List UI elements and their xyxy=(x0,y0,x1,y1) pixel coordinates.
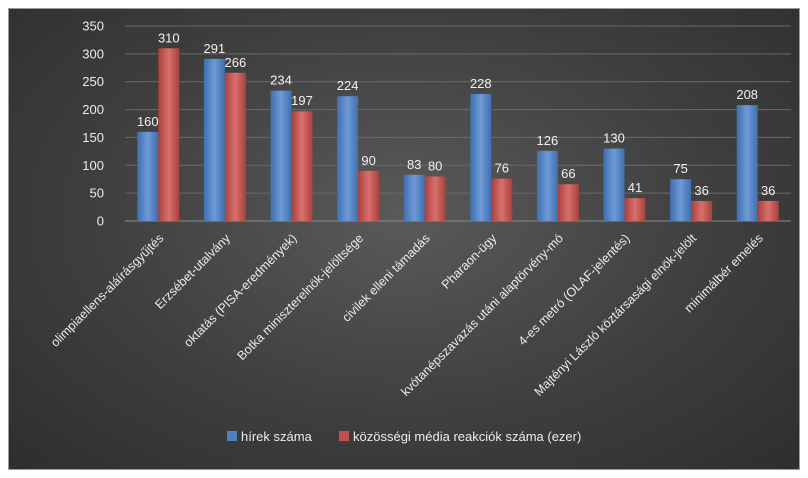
bar-news-count xyxy=(337,96,359,221)
chart-frame: 0 50 100 150 200 250 300 350 160 310 291 266 234 197… xyxy=(8,8,800,470)
bar-news-count xyxy=(536,150,558,221)
data-label: 90 xyxy=(361,153,375,168)
bar-news-count xyxy=(203,58,225,221)
category-label: oktatás (PISA-eredmények) xyxy=(181,231,299,349)
category-label: 4-es metró (OLAF-jelentés) xyxy=(516,231,633,348)
legend-label: közösségi média reakciók száma (ezer) xyxy=(353,429,581,444)
y-axis-tick-labels: 0 50 100 150 200 250 300 350 xyxy=(82,19,104,229)
data-label: 160 xyxy=(137,114,159,129)
y-tick-label: 0 xyxy=(97,214,104,229)
bar-news-count xyxy=(470,93,492,221)
data-label: 234 xyxy=(270,73,292,88)
data-label: 310 xyxy=(158,30,180,45)
data-label: 75 xyxy=(673,161,687,176)
bar-social-reactions xyxy=(358,170,380,221)
y-tick-label: 100 xyxy=(82,158,104,173)
data-label: 36 xyxy=(761,183,775,198)
bar-news-count xyxy=(736,105,758,221)
bar-social-reactions xyxy=(757,200,779,221)
bar-social-reactions xyxy=(424,176,446,221)
y-tick-label: 300 xyxy=(82,46,104,61)
data-label: 224 xyxy=(337,78,359,93)
category-label: olimpiaellens-aláírásgyűjtés xyxy=(48,231,166,349)
bar-social-reactions xyxy=(624,198,646,221)
data-label: 266 xyxy=(225,55,247,70)
data-label: 130 xyxy=(603,131,625,146)
data-label: 36 xyxy=(694,183,708,198)
y-tick-label: 200 xyxy=(82,102,104,117)
data-label: 80 xyxy=(428,158,442,173)
bar-news-count xyxy=(603,148,625,221)
bar-social-reactions xyxy=(491,178,513,221)
data-label: 197 xyxy=(291,93,313,108)
legend-label: hírek száma xyxy=(241,429,313,444)
data-label: 126 xyxy=(537,133,559,148)
bar-social-reactions xyxy=(691,200,713,221)
data-label: 291 xyxy=(204,41,226,56)
data-label: 208 xyxy=(736,87,758,102)
category-label: Botka miniszterelnök-jelöltsége xyxy=(234,231,366,363)
legend-swatch-social xyxy=(339,431,349,441)
y-tick-label: 150 xyxy=(82,130,104,145)
bars xyxy=(137,48,779,222)
bar-news-count xyxy=(670,179,692,221)
bar-news-count xyxy=(270,90,292,221)
bar-news-count xyxy=(137,131,159,221)
data-label: 41 xyxy=(628,180,642,195)
data-label: 83 xyxy=(407,157,421,172)
y-tick-label: 50 xyxy=(90,186,104,201)
data-label: 76 xyxy=(495,161,509,176)
legend: hírek száma közösségi média reakciók szám… xyxy=(227,429,581,444)
data-label: 228 xyxy=(470,76,492,91)
category-labels: olimpiaellens-aláírásgyűjtésErzsébet-uta… xyxy=(48,231,766,399)
legend-swatch-news xyxy=(227,431,237,441)
y-tick-label: 250 xyxy=(82,74,104,89)
bar-news-count xyxy=(403,174,425,221)
bar-social-reactions xyxy=(224,72,246,221)
bar-social-reactions xyxy=(557,184,579,221)
data-label: 66 xyxy=(561,166,575,181)
category-label: Pharaon-ügy xyxy=(439,231,500,292)
bar-social-reactions xyxy=(291,111,313,221)
y-tick-label: 350 xyxy=(82,19,104,34)
bar-social-reactions xyxy=(158,48,180,222)
